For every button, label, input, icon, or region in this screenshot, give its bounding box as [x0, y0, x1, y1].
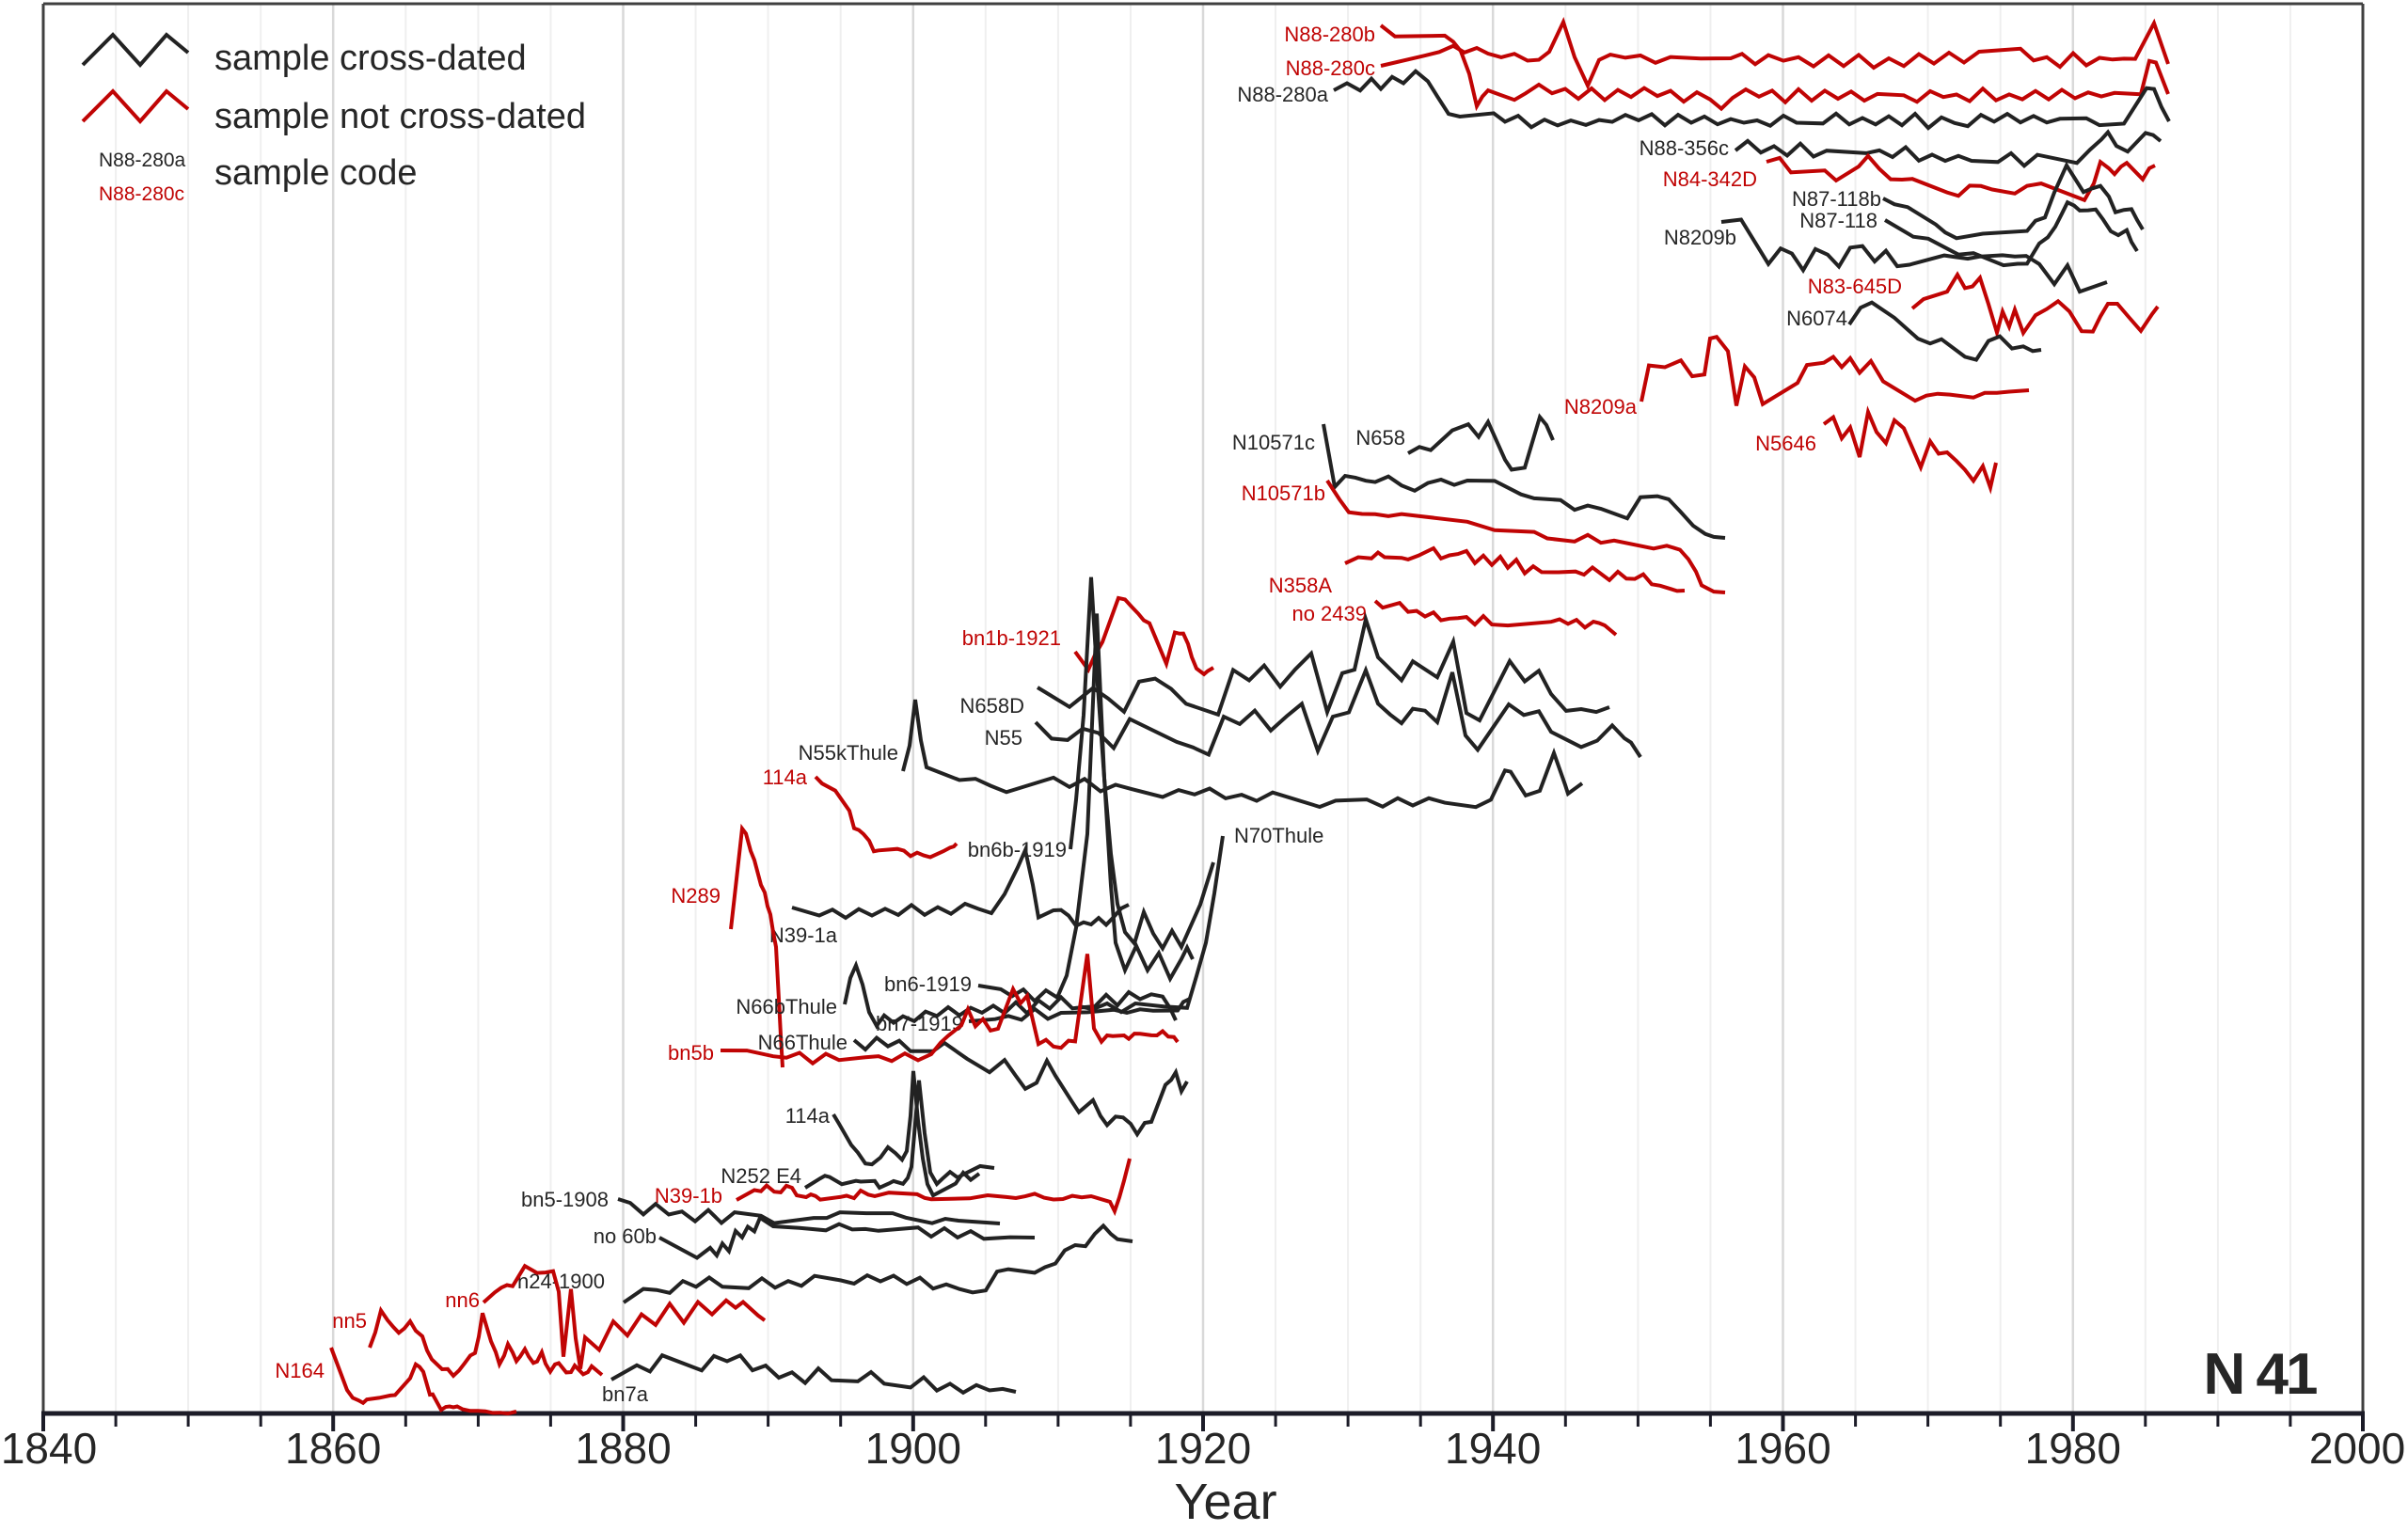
svg-text:N55: N55: [985, 726, 1022, 750]
svg-text:N252 E4: N252 E4: [721, 1164, 801, 1188]
svg-text:N 41: N 41: [2204, 1342, 2317, 1407]
svg-text:nn6: nn6: [445, 1288, 480, 1312]
svg-text:N84-342D: N84-342D: [1663, 167, 1757, 191]
svg-text:no 60b: no 60b: [594, 1224, 657, 1248]
svg-text:N88-356c: N88-356c: [1640, 136, 1729, 160]
svg-text:N358A: N358A: [1269, 574, 1333, 597]
svg-text:114a: 114a: [785, 1104, 831, 1128]
svg-text:N658: N658: [1355, 426, 1405, 450]
svg-text:N289: N289: [671, 884, 721, 908]
svg-text:N10571c: N10571c: [1232, 431, 1315, 454]
svg-text:1940: 1940: [1445, 1424, 1541, 1473]
svg-text:1860: 1860: [285, 1424, 381, 1473]
svg-text:N5646: N5646: [1755, 432, 1816, 455]
svg-text:no 2439: no 2439: [1291, 602, 1367, 625]
svg-text:bn6b-1919: bn6b-1919: [968, 838, 1067, 861]
svg-text:N658D: N658D: [960, 694, 1024, 718]
svg-text:N87-118b: N87-118b: [1792, 187, 1881, 211]
svg-text:1840: 1840: [1, 1424, 97, 1473]
svg-text:N88-280a: N88-280a: [1237, 83, 1328, 106]
svg-text:N8209b: N8209b: [1664, 226, 1736, 249]
svg-text:bn6-1919: bn6-1919: [884, 972, 972, 996]
svg-text:1960: 1960: [1735, 1424, 1830, 1473]
svg-text:N88-280b: N88-280b: [1284, 23, 1375, 46]
svg-text:sample cross-dated: sample cross-dated: [214, 39, 527, 78]
svg-text:N39-1b: N39-1b: [655, 1184, 722, 1207]
svg-text:1980: 1980: [2025, 1424, 2121, 1473]
svg-text:Year: Year: [1174, 1474, 1276, 1526]
svg-text:sample not cross-dated: sample not cross-dated: [214, 97, 586, 136]
svg-text:N6074: N6074: [1786, 307, 1847, 330]
svg-text:N88-280a: N88-280a: [99, 150, 186, 171]
svg-text:N55kThule: N55kThule: [799, 741, 898, 765]
svg-text:N66bThule: N66bThule: [736, 995, 837, 1018]
svg-text:1900: 1900: [865, 1424, 961, 1473]
svg-text:N164: N164: [275, 1359, 325, 1382]
svg-text:N66Thule: N66Thule: [758, 1031, 848, 1054]
svg-text:1920: 1920: [1155, 1424, 1251, 1473]
svg-text:bn1b-1921: bn1b-1921: [962, 626, 1061, 650]
svg-text:N70Thule: N70Thule: [1234, 824, 1323, 847]
svg-text:2000: 2000: [2309, 1424, 2405, 1473]
svg-text:N88-280c: N88-280c: [99, 183, 184, 205]
svg-text:N83-645D: N83-645D: [1808, 275, 1902, 298]
svg-text:N39-1a: N39-1a: [769, 923, 838, 947]
svg-text:N10571b: N10571b: [1242, 481, 1325, 505]
svg-text:bn5-1908: bn5-1908: [521, 1188, 609, 1211]
svg-text:N87-118: N87-118: [1799, 209, 1877, 232]
svg-text:nn5: nn5: [332, 1309, 367, 1333]
svg-text:N88-280c: N88-280c: [1286, 56, 1375, 80]
svg-text:114a: 114a: [763, 766, 808, 789]
svg-text:1880: 1880: [575, 1424, 671, 1473]
svg-text:sample code: sample code: [214, 153, 417, 193]
svg-text:N8209a: N8209a: [1564, 395, 1638, 418]
svg-text:bn5b: bn5b: [668, 1041, 714, 1065]
svg-text:bn7a: bn7a: [602, 1382, 649, 1406]
svg-text:n24-1900: n24-1900: [517, 1270, 605, 1293]
